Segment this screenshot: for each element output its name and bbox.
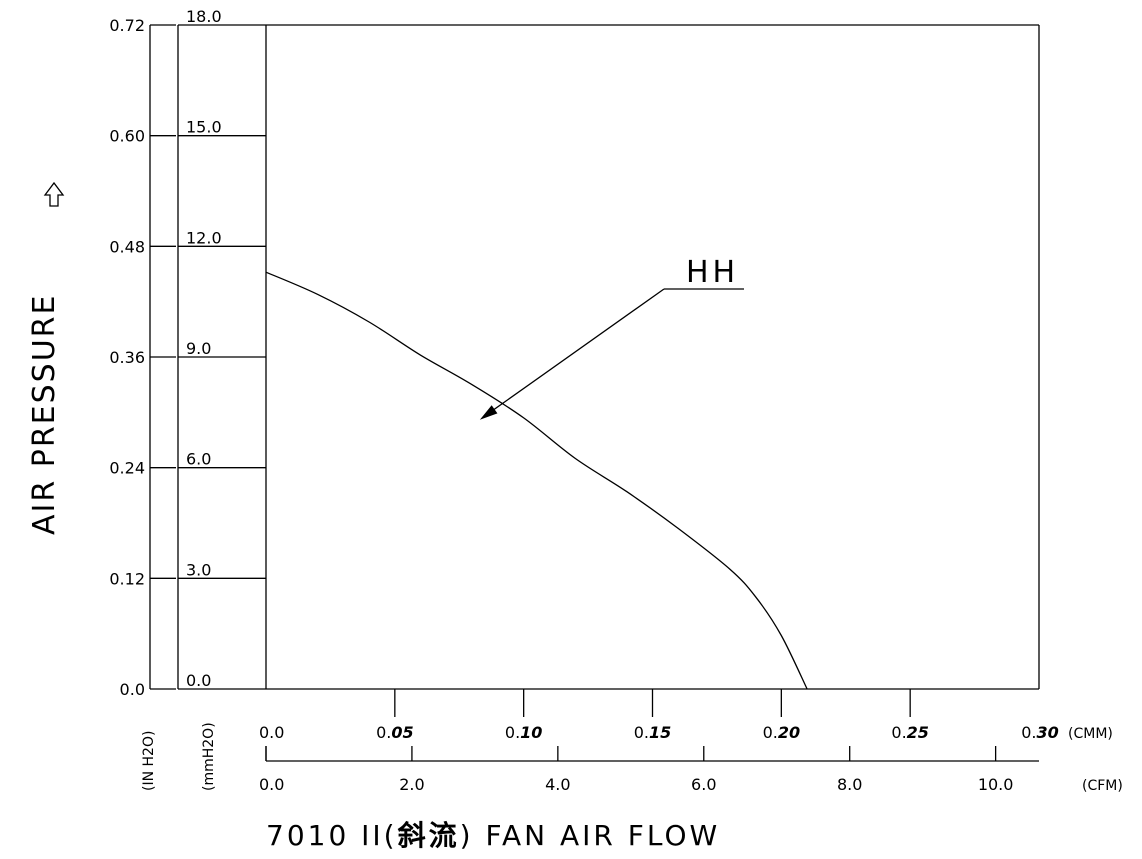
y-tick-label-inh2o: 0.12 — [109, 569, 145, 588]
y-tick-label-mmh2o: 6.0 — [186, 450, 211, 469]
x-tick-label-cmm: 0.30 — [1021, 723, 1059, 742]
x-tick-label-cfm: 8.0 — [837, 775, 862, 794]
x-tick-label-cmm: 0.05 — [376, 723, 414, 742]
chart-title: 7010 II(斜流) FAN AIR FLOW — [266, 819, 720, 852]
y-unit-inh2o: (IN H2O) — [141, 731, 157, 791]
y-tick-label-mmh2o: 3.0 — [186, 560, 211, 579]
x-tick-label-cfm: 0.0 — [259, 775, 284, 794]
x-tick-label-cmm: 0.10 — [505, 723, 543, 742]
x-tick-label-cmm: 0.25 — [891, 723, 929, 742]
annotation-label-hh: HH — [686, 255, 739, 290]
y-tick-label-inh2o: 0.24 — [109, 459, 145, 478]
series-line-hh — [265, 271, 808, 690]
y-tick-label-mmh2o: 12.0 — [186, 228, 222, 247]
annotation-leader — [483, 288, 665, 418]
x-tick-label-cmm: 0.15 — [634, 723, 672, 742]
y-tick-label-inh2o: 0.48 — [109, 237, 145, 256]
y-tick-label-inh2o: 0.72 — [109, 16, 145, 35]
x-tick-label-cmm: 0.20 — [763, 723, 801, 742]
y-axis-title: AIR PRESSURE — [27, 294, 62, 536]
y-tick-label-mmh2o: 15.0 — [186, 118, 222, 137]
y-tick-label-inh2o: 0.60 — [109, 127, 145, 146]
x-tick-label-cfm: 4.0 — [545, 775, 570, 794]
y-tick-label-mmh2o: 9.0 — [186, 339, 211, 358]
x-tick-label-cfm: 2.0 — [399, 775, 424, 794]
x-tick-label-cfm: 6.0 — [691, 775, 716, 794]
y-tick-label-inh2o: 0.0 — [120, 680, 145, 699]
up-arrow-icon — [43, 181, 65, 207]
x-tick-label-cmm: 0.0 — [259, 723, 284, 742]
annotation-arrowhead — [479, 405, 498, 420]
y-tick-label-mmh2o: 0.0 — [186, 671, 211, 690]
y-tick-label-inh2o: 0.36 — [109, 348, 145, 367]
y-tick-label-mmh2o: 18.0 — [186, 7, 222, 26]
x-unit-cmm: (CMM) — [1068, 726, 1113, 742]
y-unit-mmh2o: (mmH2O) — [201, 722, 217, 791]
x-tick-label-cfm: 10.0 — [978, 775, 1014, 794]
x-unit-cfm: (CFM) — [1082, 778, 1123, 794]
